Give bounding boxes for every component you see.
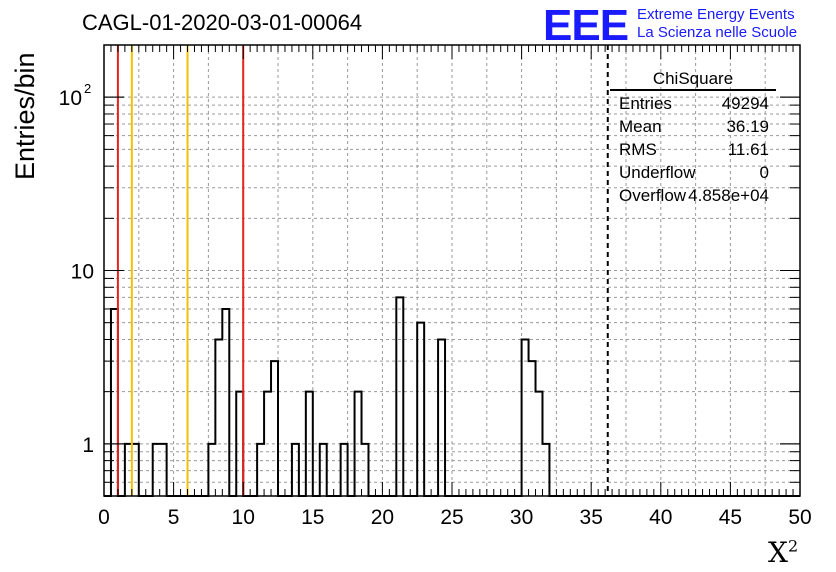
x-axis-label: X2: [768, 536, 799, 569]
x-tick-label: 30: [510, 506, 533, 529]
logo-line-1: Extreme Energy Events: [637, 6, 795, 23]
chart-title: CAGL-01-2020-03-01-00064: [82, 10, 363, 35]
stat-row-entries: Entries 49294: [619, 94, 769, 113]
logo-line-2: La Scienza nelle Scuole: [637, 24, 798, 41]
y-tick-label: 10: [59, 87, 82, 110]
y-axis-label: Entries/bin: [10, 52, 40, 180]
x-tick-label: 5: [168, 506, 180, 529]
y-tick-label: 1: [82, 434, 94, 457]
x-tick-label: 25: [440, 506, 463, 529]
stat-row-rms: RMS 11.61: [619, 140, 769, 159]
stat-row-overflow: Overflow 4.858e+04: [619, 186, 769, 205]
stat-row-underflow: Underflow 0: [619, 163, 769, 182]
y-tick-label-exponent: 2: [84, 81, 91, 96]
y-tick-label: 10: [71, 261, 94, 284]
eee-logo: EEE: [543, 1, 629, 50]
x-tick-label: 50: [788, 506, 811, 529]
x-tick-label: 15: [301, 506, 324, 529]
x-tick-label: 45: [719, 506, 742, 529]
x-tick-label: 40: [649, 506, 672, 529]
x-tick-label: 35: [580, 506, 603, 529]
x-tick-label: 10: [232, 506, 255, 529]
x-tick-label: 20: [371, 506, 394, 529]
stat-row-mean: Mean 36.19: [619, 117, 769, 136]
x-tick-label: 0: [98, 506, 110, 529]
stats-box-title: ChiSquare: [652, 69, 734, 88]
